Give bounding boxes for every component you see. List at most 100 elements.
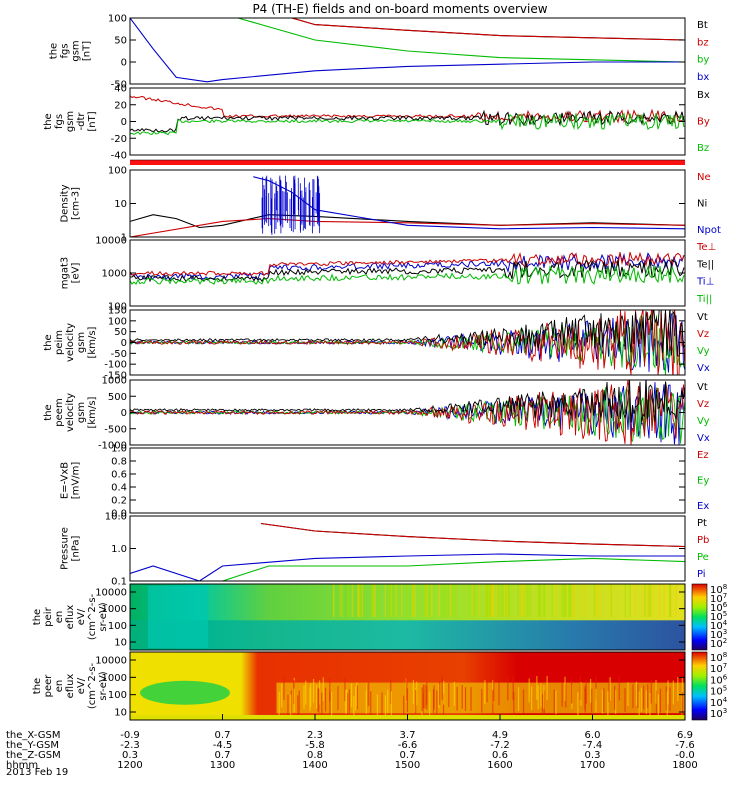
x-tick-value: 1400	[302, 760, 327, 771]
legend-entry: Ti||	[696, 294, 712, 305]
svg-text:[cm-3]: [cm-3]	[71, 187, 82, 220]
panel-efield: 1.0 0.8 0.6 0.4 0.2 0.0 E=-VxB [mV/m] Ez Ey Ex	[60, 444, 710, 520]
svg-text:[nT]: [nT]	[87, 111, 98, 131]
y-tick-label: 100	[108, 316, 127, 327]
y-tick-label: 0.2	[111, 496, 127, 507]
y-tick-label: 10000	[95, 656, 127, 667]
svg-text:the: the	[43, 334, 54, 350]
y-axis-label: the fgs gsm [nT]	[49, 40, 93, 61]
svg-text:en: en	[54, 611, 65, 624]
series-Npot	[253, 176, 685, 230]
x-tick-value: 1700	[580, 760, 605, 771]
legend-entry: Vt	[697, 312, 708, 323]
svg-text:peer: peer	[43, 674, 54, 698]
legend-entry: Ne	[697, 172, 711, 183]
y-tick-label: 0.8	[111, 457, 127, 468]
x-tick-value: -2.3	[120, 740, 140, 751]
legend-entry: Vz	[697, 329, 709, 340]
panel-frame	[129, 169, 686, 238]
x-tick-value: 0.8	[307, 750, 323, 761]
svg-text:eV/: eV/	[76, 608, 87, 625]
svg-text:the: the	[32, 609, 43, 625]
plot-area-fgs_gsm	[130, 18, 685, 83]
y-tick-label: 1000	[102, 269, 127, 280]
legend-entry: Vt	[697, 382, 708, 393]
x-tick-value: 1200	[117, 760, 142, 771]
y-tick-label: 10000	[95, 588, 127, 599]
series-Pe	[222, 557, 685, 581]
x-tick-value: 1800	[672, 760, 697, 771]
y-axis-label: Density [cm-3]	[60, 184, 82, 222]
series-Pt	[260, 522, 685, 548]
x-tick-value: -0.0	[675, 750, 695, 761]
svg-text:[eV]: [eV]	[71, 263, 82, 284]
series-Bt	[291, 18, 685, 41]
y-tick-label: 1000	[102, 604, 127, 615]
legend-entry: Ni	[697, 199, 707, 210]
colorbar	[691, 583, 708, 651]
panel-fgs_gsm: 100 50 0 -50 the fgs gsm [nT] Bt bz by bx	[49, 14, 710, 91]
plot-area-peer_eflux	[130, 652, 685, 720]
svg-text:Density: Density	[60, 184, 71, 222]
legend-entry: Pt	[697, 518, 707, 529]
svg-text:[nT]: [nT]	[82, 41, 93, 61]
y-axis-label: mgat3 [eV]	[60, 257, 82, 290]
y-axis-label: the peem velocity gsm [km/s]	[43, 393, 98, 432]
svg-text:peim: peim	[54, 330, 65, 355]
y-tick-label: 10000	[95, 236, 127, 247]
x-tick-value: 0.3	[122, 750, 138, 761]
date-label: 2013 Feb 19	[6, 767, 68, 778]
y-tick-label: -100	[104, 360, 127, 371]
y-tick-label: 0	[121, 338, 127, 349]
legend-entry: Pi	[697, 569, 706, 580]
x-tick-value: -7.2	[490, 740, 510, 751]
y-tick-label: -150	[104, 371, 127, 382]
legend-entry: Ey	[697, 476, 709, 487]
plot-area-peem_velocity	[130, 380, 685, 445]
x-tick-value: 1300	[210, 760, 235, 771]
legend-entry: Bt	[697, 20, 708, 31]
y-tick-label: 0	[121, 408, 127, 419]
svg-text:gsm: gsm	[76, 402, 87, 423]
svg-text:Pressure: Pressure	[60, 527, 71, 570]
y-axis-label: the peir en eflux eV/(cm^2-s-sr-eV)	[32, 593, 109, 640]
svg-text:gsm: gsm	[76, 332, 87, 353]
legend-entry: Pe	[697, 552, 709, 563]
x-tick-value: 3.7	[400, 730, 416, 741]
x-tick-value: -7.6	[675, 740, 695, 751]
y-tick-label: 500	[108, 392, 127, 403]
legend-entry: Bx	[697, 90, 710, 101]
legend-entry: Vy	[697, 346, 710, 357]
x-tick-value: 4.9	[492, 730, 508, 741]
x-tick-value: 0.7	[215, 750, 231, 761]
x-tick-value: -5.8	[305, 740, 325, 751]
y-tick-label: -1000	[98, 441, 127, 452]
y-tick-label: 0	[121, 58, 127, 69]
y-tick-label: 50	[114, 327, 127, 338]
plot-area-fgs_gsm_detrend	[130, 95, 685, 136]
svg-text:gsm: gsm	[65, 111, 76, 132]
svg-text:the: the	[43, 113, 54, 129]
svg-text:the: the	[49, 43, 60, 59]
y-tick-label: 1.0	[111, 444, 127, 455]
y-tick-label: 0	[121, 117, 127, 128]
legend-entry: Vx	[697, 363, 710, 374]
svg-text:[km/s]: [km/s]	[87, 326, 98, 358]
series-Pb	[260, 522, 685, 548]
panel-density: 100 10 1 Density [cm-3] Ne Ni Npot	[60, 166, 721, 244]
x-row-label: the_Y-GSM	[6, 740, 59, 751]
svg-text:fgs: fgs	[60, 43, 71, 58]
svg-text:fgs: fgs	[54, 114, 65, 129]
colorbar-label: 103	[710, 707, 727, 720]
panel-frame	[129, 17, 686, 85]
x-tick-value: 0.7	[400, 750, 416, 761]
svg-text:en: en	[54, 680, 65, 693]
series-Ne	[130, 218, 685, 237]
x-tick-value: 0.3	[585, 750, 601, 761]
svg-text:-dtr: -dtr	[76, 112, 87, 131]
y-axis-label: Pressure [nPa]	[60, 527, 82, 570]
series-Pi	[130, 553, 685, 581]
x-axis-annotation: the_X-GSM -0.9 0.7 2.3 3.7 4.9 6.0 6.9 the_Y-GSM…	[6, 714, 698, 771]
legend-entry: Ex	[697, 501, 709, 512]
